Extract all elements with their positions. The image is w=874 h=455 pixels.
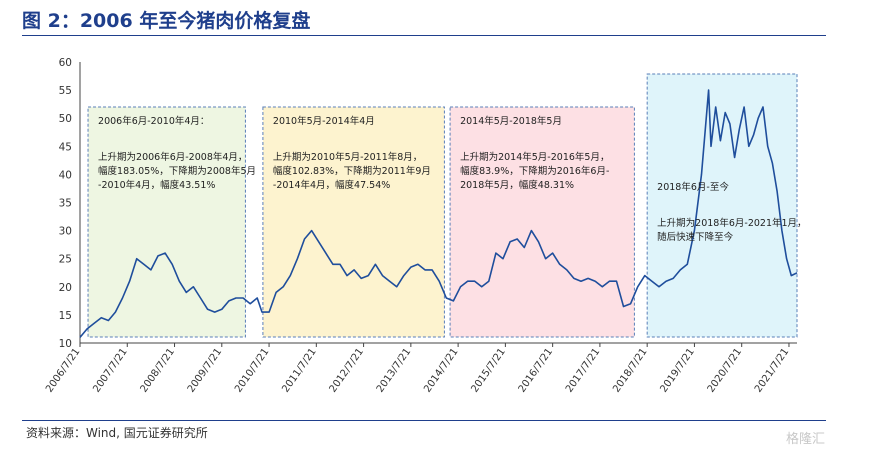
period-note-line: 上升期为2006年6月-2008年4月， — [98, 151, 247, 163]
period-box-1 — [87, 106, 246, 338]
x-tick-label: 2008/7/21 — [139, 346, 177, 394]
y-tick-label: 35 — [59, 198, 72, 210]
period-boxes — [87, 73, 798, 338]
y-tick-label: 15 — [59, 310, 72, 322]
y-tick-label: 10 — [59, 338, 72, 350]
period-title-4: 2018年6月-至今 — [657, 181, 729, 193]
x-tick-label: 2014/7/21 — [422, 346, 460, 394]
y-tick-label: 50 — [59, 113, 72, 125]
chart-title: 图 2：2006 年至今猪肉价格复盘 — [22, 10, 311, 32]
period-box-4 — [646, 73, 798, 338]
period-box-2 — [262, 106, 445, 338]
watermark-logo: 格隆汇 — [786, 432, 826, 447]
x-tick-label: 2011/7/21 — [280, 346, 318, 394]
y-tick-label: 55 — [59, 85, 72, 97]
price-series — [79, 89, 798, 338]
x-tick-label: 2006/7/21 — [44, 346, 82, 394]
y-axis: 10 15 20 25 30 35 40 45 50 55 60 — [59, 57, 81, 350]
period-note-line: 幅度83.9%，下降期为2016年6月- — [460, 165, 609, 177]
pork-price-chart: 10 15 20 25 30 35 40 45 50 55 60 2006/7/21 2007/7/2… — [44, 57, 807, 395]
y-tick-label: 60 — [59, 57, 72, 69]
x-tick-label: 2009/7/21 — [186, 346, 224, 394]
period-box-3 — [449, 106, 635, 338]
period-note-line: 2018年5月，幅度48.31% — [460, 179, 574, 191]
period-title-3: 2014年5月-2018年5月 — [460, 115, 562, 127]
period-note-line: 幅度102.83%，下降期为2011年9月 — [273, 165, 431, 177]
x-tick-label: 2018/7/21 — [611, 346, 649, 394]
period-note-line: 上升期为2010年5月-2011年8月， — [273, 151, 422, 163]
y-tick-label: 25 — [59, 254, 72, 266]
period-note-line: -2010年4月，幅度43.51% — [98, 179, 215, 191]
x-tick-label: 2019/7/21 — [658, 346, 696, 394]
x-tick-label: 2013/7/21 — [375, 346, 413, 394]
y-tick-label: 45 — [59, 141, 72, 153]
x-tick-label: 2012/7/21 — [328, 346, 366, 394]
period-note-line: 幅度183.05%，下降期为2008年5月 — [98, 165, 256, 177]
period-title-1: 2006年6月-2010年4月： — [98, 115, 209, 127]
period-annotations: 2006年6月-2010年4月： 上升期为2006年6月-2008年4月， 幅度18… — [98, 115, 807, 243]
period-note-line: 随后快速下降至今 — [657, 231, 734, 243]
period-note-line: 上升期为2014年5月-2016年5月， — [460, 151, 609, 163]
x-tick-label: 2010/7/21 — [233, 346, 271, 394]
x-tick-label: 2016/7/21 — [517, 346, 555, 394]
x-tick-label: 2015/7/21 — [469, 346, 507, 394]
y-tick-label: 20 — [59, 282, 72, 294]
y-tick-label: 30 — [59, 226, 72, 238]
period-note-line: 上升期为2018年6月-2021年1月， — [657, 217, 806, 229]
period-note-line: -2014年4月，幅度47.54% — [273, 179, 390, 191]
price-line — [79, 89, 798, 338]
x-tick-label: 2007/7/21 — [91, 346, 129, 394]
footer-rule — [22, 420, 826, 421]
x-axis: 2006/7/21 2007/7/21 2008/7/21 2009/7/21 2010… — [44, 342, 797, 395]
period-title-2: 2010年5月-2014年4月 — [273, 115, 375, 127]
x-tick-label: 2021/7/21 — [753, 346, 791, 394]
x-tick-label: 2020/7/21 — [706, 346, 744, 394]
title-rule — [22, 35, 826, 36]
y-tick-label: 40 — [59, 169, 72, 181]
x-tick-label: 2017/7/21 — [564, 346, 602, 394]
data-source: 资料来源：Wind, 国元证券研究所 — [26, 426, 208, 440]
